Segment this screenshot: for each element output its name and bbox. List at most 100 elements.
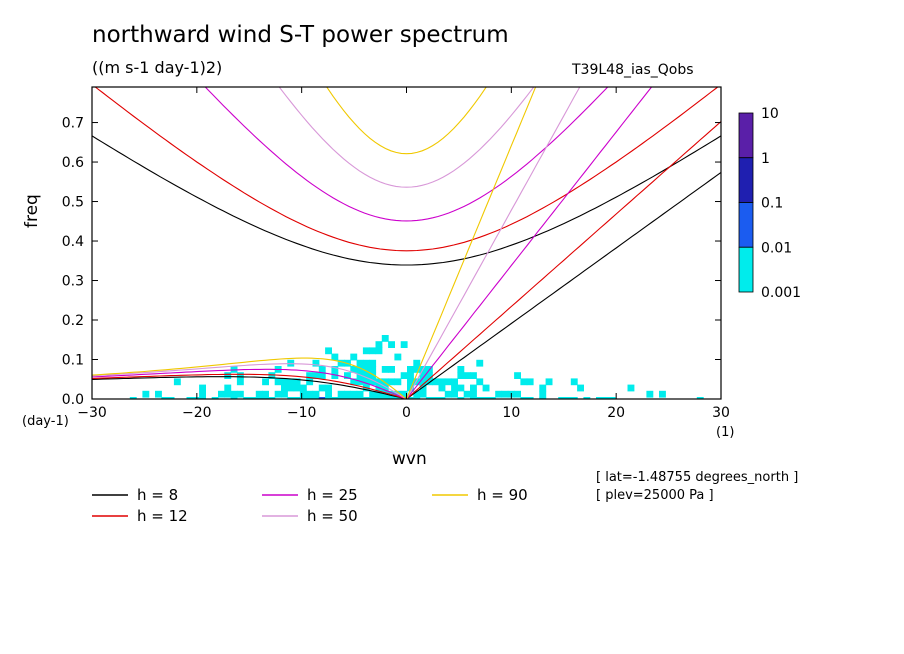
gravity-wave-curve — [278, 87, 535, 188]
spectrum-cell — [218, 390, 225, 398]
spectrum-cell — [381, 397, 389, 399]
spectrum-cell — [331, 397, 339, 399]
spectrum-cell — [331, 353, 339, 361]
spectrum-cell — [451, 384, 458, 392]
spectrum-cell — [299, 384, 307, 392]
spectrum-cell — [199, 397, 206, 399]
spectrum-cell — [444, 390, 452, 398]
spectrum-cell — [526, 378, 534, 386]
spectrum-cell — [381, 335, 389, 342]
spectrum-cell — [236, 390, 244, 398]
spectrum-cell — [463, 372, 471, 379]
spectrum-cell — [281, 390, 288, 398]
spectrum-cell — [375, 378, 383, 386]
gravity-wave-curve — [94, 87, 719, 252]
spectrum-cell — [325, 390, 332, 398]
kelvin-wave-curve — [406, 87, 653, 399]
spectrum-cell — [457, 366, 465, 373]
colorbar-swatch — [738, 112, 754, 159]
rossby-wave-curve — [92, 376, 407, 399]
spectrum-cell — [381, 384, 389, 392]
y-tick-label: 0.0 — [62, 392, 84, 408]
colorbar-swatch — [738, 246, 754, 293]
y-tick-label: 0.3 — [62, 274, 84, 290]
spectrum-cell — [268, 397, 276, 399]
colorbar-label: 0.001 — [761, 285, 801, 301]
spectrum-cell — [438, 378, 446, 386]
spectrum-cell — [400, 372, 408, 379]
gravity-wave-curve — [92, 135, 721, 266]
spectrum-cell — [262, 390, 269, 398]
spectrum-cell — [293, 397, 301, 399]
spectrum-cell — [337, 390, 345, 398]
spectrum-cell — [375, 347, 383, 355]
legend-label: h = 50 — [307, 507, 358, 525]
spectrum-cell — [470, 397, 477, 399]
spectrum-cell — [281, 384, 288, 392]
spectrum-cell — [463, 390, 471, 398]
spectrum-cell — [369, 378, 377, 386]
spectrum-cell — [602, 397, 610, 399]
spectrum-cell — [255, 390, 263, 398]
spectrum-cell — [476, 378, 484, 386]
spectrum-cell — [325, 397, 332, 399]
spectrum-cell — [457, 397, 465, 399]
spectrum-cell — [306, 372, 314, 379]
spectrum-cell — [514, 372, 521, 379]
spectrum-cell — [407, 378, 414, 386]
spectrum-cell — [287, 378, 295, 386]
latitude-note: [ lat=-1.48755 degrees_north ] — [596, 470, 799, 485]
spectrum-cell — [539, 397, 547, 399]
legend: h = 8 h = 12 h = 25 h = 50 h = 90 — [92, 486, 528, 525]
spectrum-cell — [312, 359, 320, 367]
spectrum-cell — [451, 390, 458, 398]
spectrum-cell — [306, 390, 314, 398]
spectrum-cell — [564, 397, 572, 399]
y-tick-label: 0.6 — [62, 155, 84, 171]
axes: −30 −20 −10 0 10 20 30 0.0 0.1 0.2 0.3 0.4 0.5 0.6 0.7 — [62, 87, 730, 421]
colorbar-label: 0.1 — [761, 196, 783, 212]
spectrum-cell — [627, 384, 635, 392]
spectrum-cell — [287, 397, 295, 399]
rossby-wave-curve — [92, 373, 407, 399]
spectrum-cell — [236, 378, 244, 386]
dispersion-curves — [92, 87, 721, 399]
chart-title: northward wind S-T power spectrum — [92, 22, 509, 48]
spectrum-cell — [293, 378, 301, 386]
y-tick-label: 0.2 — [62, 313, 84, 329]
spectrum-cell — [230, 390, 238, 398]
spectrum-cell — [419, 384, 427, 392]
spectrum-cell — [331, 372, 339, 379]
spectrum-cell — [331, 366, 339, 373]
x-tick-label: 0 — [402, 405, 411, 421]
spectrum-cell — [388, 366, 395, 373]
spectrum-cell — [539, 384, 547, 392]
plot-frame — [91, 86, 722, 400]
spectrum-cell — [312, 390, 320, 398]
spectrum-cell — [362, 366, 370, 373]
spectrum-cell — [375, 341, 383, 348]
power-field — [129, 335, 704, 399]
spectrum-cell — [526, 397, 534, 399]
x-tick-label: 30 — [712, 405, 730, 421]
kelvin-wave-curve — [406, 172, 721, 399]
spectrum-cell — [293, 384, 301, 392]
spectrum-cell — [570, 378, 578, 386]
spectrum-cell — [356, 397, 364, 399]
spectrum-cell — [249, 397, 257, 399]
y-tick-label: 0.5 — [62, 195, 84, 211]
spectrum-cell — [646, 390, 654, 398]
spectrum-cell — [369, 372, 377, 379]
spectrum-cell — [482, 397, 490, 399]
y-tick-label: 0.4 — [62, 234, 84, 250]
spectrum-cell — [318, 366, 326, 373]
spectrum-cell — [394, 378, 402, 386]
x-tick-label: 20 — [607, 405, 625, 421]
spectrum-cell — [318, 372, 326, 379]
spectrum-cell — [362, 359, 370, 367]
spectrum-cell — [419, 372, 427, 379]
colorbar-label: 1 — [761, 151, 770, 167]
spectrum-cell — [312, 372, 320, 379]
spectrum-cell — [337, 359, 345, 367]
spectrum-cell — [369, 359, 377, 367]
